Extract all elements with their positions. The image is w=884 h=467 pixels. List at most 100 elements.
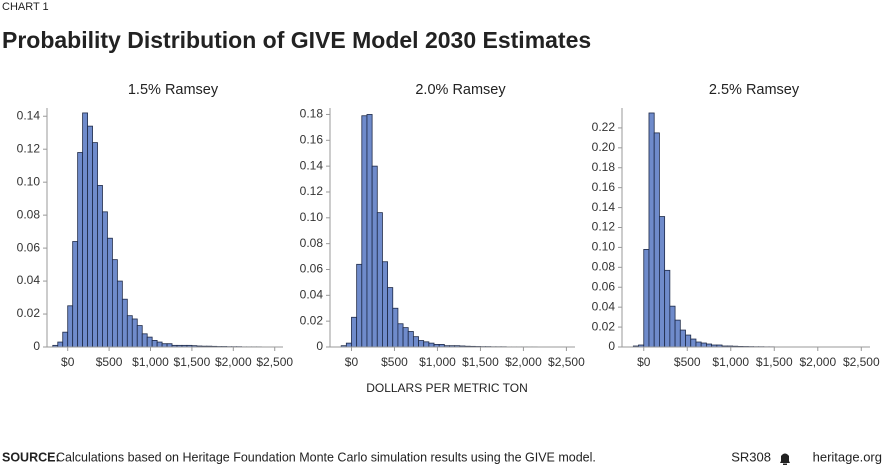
histogram-bar [131, 318, 138, 348]
histogram-bar [57, 341, 64, 348]
histogram-bar [67, 305, 74, 348]
x-tick-label: $2,500 [256, 355, 293, 369]
histogram-bar [643, 249, 650, 348]
histogram-bar [77, 152, 84, 348]
y-tick-label: 0.18 [592, 160, 616, 174]
y-tick-label: 0.02 [17, 306, 41, 320]
histogram-bar [62, 331, 69, 348]
histogram-bar [428, 342, 435, 348]
panel-title: 2.0% Ramsey [415, 82, 506, 98]
y-tick-label: 0.02 [300, 313, 324, 327]
histogram-bar [412, 336, 419, 348]
x-tick-label: $2,500 [548, 355, 585, 369]
y-tick-label: 0.04 [300, 287, 324, 301]
histogram-bar [382, 261, 388, 348]
y-tick-label: 0.14 [592, 200, 616, 214]
x-tick-label: $1,000 [419, 355, 456, 369]
histogram-bar [151, 340, 158, 348]
x-tick-label: $1,500 [756, 355, 793, 369]
bell-icon [780, 453, 790, 465]
report-number: SR308 [731, 449, 771, 464]
panel-title: 1.5% Ramsey [128, 82, 219, 98]
y-tick-label: 0.10 [17, 174, 41, 188]
histogram-bar [356, 263, 363, 348]
x-axis-label: DOLLARS PER METRIC TON [366, 381, 528, 395]
y-tick-label: 0 [316, 339, 323, 353]
x-tick-label: $0 [637, 355, 651, 369]
histogram-bar [418, 340, 425, 348]
source-text: Calculations based on Heritage Foundatio… [56, 450, 596, 464]
histogram-bar [141, 333, 148, 348]
histogram-bar [146, 336, 153, 348]
histogram-bar [136, 325, 143, 348]
x-tick-label: $0 [61, 355, 75, 369]
x-tick-label: $2,500 [843, 355, 880, 369]
y-tick-label: 0.12 [592, 220, 616, 234]
histogram-bar [345, 342, 352, 348]
y-tick-label: 0.06 [17, 240, 41, 254]
source-label: SOURCE: [2, 450, 60, 464]
histogram-bar [351, 316, 358, 348]
histogram-bar [102, 211, 108, 348]
histogram-bar [679, 329, 686, 348]
histogram-bar [361, 115, 368, 348]
histogram-bar [695, 341, 702, 348]
y-tick-label: 0.10 [592, 240, 616, 254]
y-tick-label: 0.12 [17, 141, 41, 155]
y-tick-label: 0 [33, 339, 40, 353]
y-tick-label: 0.14 [300, 158, 324, 172]
histogram-bar [690, 338, 697, 348]
y-tick-label: 0.14 [17, 108, 41, 122]
x-tick-label: $2,000 [505, 355, 542, 369]
histogram-bar [402, 327, 409, 348]
histogram-bar [423, 341, 430, 348]
histogram-bar [366, 114, 373, 348]
histogram-bar [376, 212, 383, 348]
histogram-bar [407, 331, 414, 348]
x-tick-label: $1,000 [712, 355, 749, 369]
y-tick-label: 0.08 [592, 260, 616, 274]
y-tick-label: 0 [608, 339, 615, 353]
y-tick-label: 0.04 [17, 273, 41, 287]
chart-title: Probability Distribution of GIVE Model 2… [2, 27, 591, 53]
histogram-bar [97, 185, 103, 348]
chart-kicker: CHART 1 [2, 1, 49, 13]
y-tick-label: 0.06 [300, 262, 324, 276]
histogram-bar [659, 216, 666, 348]
histogram-bar [116, 280, 123, 348]
histogram-bar [107, 237, 113, 348]
y-tick-label: 0.16 [300, 132, 324, 146]
y-tick-label: 0.08 [17, 207, 41, 221]
histogram-bar [674, 319, 681, 348]
histogram-bar [126, 315, 133, 348]
y-tick-label: 0.20 [592, 140, 616, 154]
histogram-bar [700, 342, 707, 348]
y-tick-label: 0.10 [300, 210, 324, 224]
histogram-bar [87, 125, 93, 348]
x-tick-label: $2,000 [799, 355, 836, 369]
y-tick-label: 0.04 [592, 299, 616, 313]
y-tick-label: 0.12 [300, 184, 324, 198]
histogram-bar [397, 323, 404, 348]
x-tick-label: $1,000 [132, 355, 169, 369]
y-tick-label: 0.22 [592, 120, 616, 134]
x-tick-label: $500 [381, 355, 408, 369]
x-tick-label: $500 [96, 355, 123, 369]
site: heritage.org [813, 449, 882, 464]
histogram-bar [685, 334, 692, 348]
histogram-bar [156, 341, 163, 348]
histogram-bar [371, 165, 378, 348]
histogram-bar [387, 287, 394, 348]
histogram-bar [82, 112, 88, 348]
x-tick-label: $1,500 [462, 355, 499, 369]
y-tick-label: 0.18 [300, 107, 324, 121]
y-tick-label: 0.08 [300, 236, 324, 250]
y-tick-label: 0.06 [592, 279, 616, 293]
x-tick-label: $2,000 [215, 355, 252, 369]
panel-title: 2.5% Ramsey [709, 82, 800, 98]
histogram-bar [72, 241, 79, 348]
histogram-bar [121, 298, 128, 348]
histogram-bar [392, 307, 399, 348]
x-tick-label: $500 [674, 355, 701, 369]
histogram-bar [648, 112, 655, 348]
